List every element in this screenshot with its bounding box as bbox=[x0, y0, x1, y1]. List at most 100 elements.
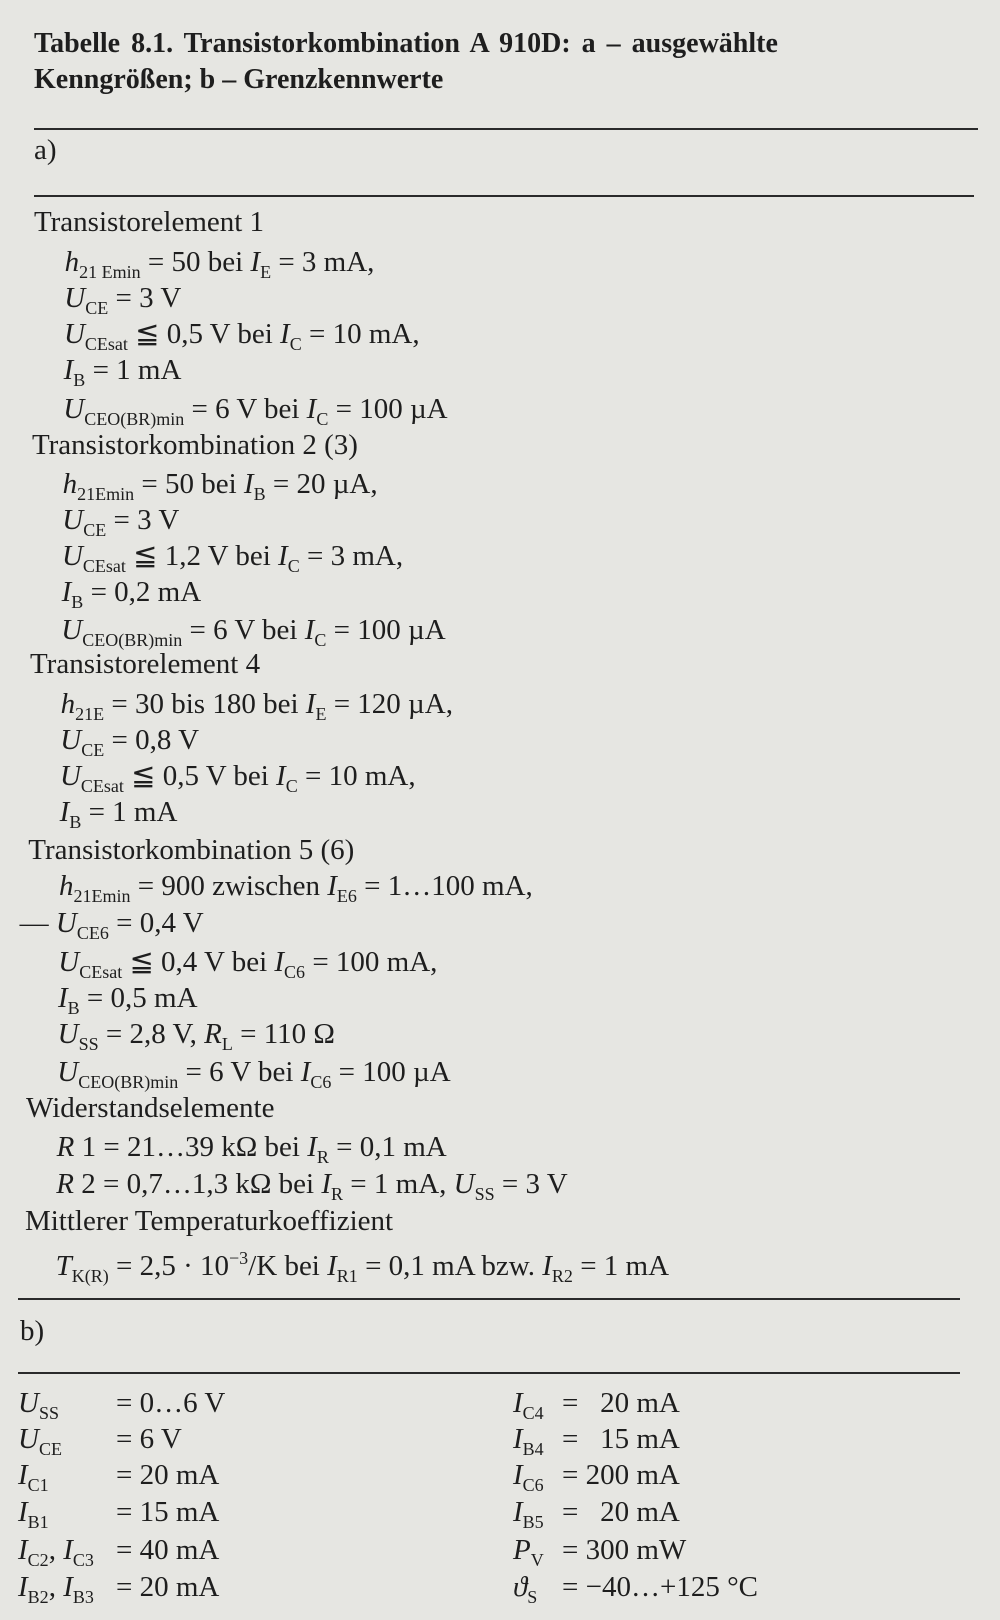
subscript: R bbox=[331, 1183, 344, 1204]
text: ≦ 0,5 V bei bbox=[127, 317, 281, 350]
limit-symbol: IB1 bbox=[18, 1495, 49, 1539]
limit-symbol: IB5 bbox=[513, 1495, 544, 1539]
subscript: CEsat bbox=[79, 961, 123, 982]
parameter-line: IB = 0,5 mA bbox=[58, 981, 198, 1025]
group-heading: Widerstandselemente bbox=[26, 1091, 274, 1125]
limit-symbol: IB4 bbox=[513, 1422, 544, 1466]
text: = 2,5 · 10 bbox=[108, 1250, 230, 1283]
text: ≦ 0,5 V bei bbox=[123, 759, 277, 792]
subscript: 21E bbox=[75, 703, 105, 724]
parameter-line: TK(R) = 2,5 · 10−3/K bei IR1 = 0,1 mA bz… bbox=[56, 1241, 669, 1293]
group-heading: Transistorkombination 2 (3) bbox=[32, 428, 358, 462]
subscript: B bbox=[69, 812, 82, 832]
parameter-line: IB = 1 mA bbox=[60, 795, 178, 839]
subscript: B4 bbox=[522, 1439, 544, 1460]
group-heading: Transistorkombination 5 (6) bbox=[28, 833, 354, 867]
parameter-line: UCE = 0,8 V bbox=[60, 723, 199, 767]
text: = 6 V bei bbox=[178, 1056, 301, 1089]
subscript: B3 bbox=[72, 1586, 94, 1607]
subscript: C1 bbox=[27, 1475, 49, 1496]
text: = 100 µA bbox=[328, 393, 448, 426]
text: 1 = 21…39 kΩ bei bbox=[74, 1130, 308, 1163]
symbol: I bbox=[305, 687, 316, 720]
text: = 3 mA, bbox=[271, 246, 375, 279]
subscript: V bbox=[530, 1549, 544, 1570]
text: , bbox=[48, 1533, 64, 1566]
symbol: I bbox=[280, 317, 290, 350]
limit-symbol: ϑS bbox=[513, 1570, 537, 1614]
text: /K bei bbox=[248, 1250, 328, 1283]
table-caption-line-2: Kenngrößen; b – Grenzkennwerte bbox=[34, 64, 444, 95]
symbol: I bbox=[327, 1250, 337, 1283]
limit-symbol: IB2, IB3 bbox=[18, 1570, 94, 1614]
text: = 6 V bei bbox=[184, 393, 307, 426]
subscript: C4 bbox=[522, 1402, 544, 1423]
symbol: U bbox=[55, 906, 77, 939]
text: Widerstandselemente bbox=[25, 1092, 275, 1125]
subscript: B bbox=[67, 997, 80, 1018]
parameter-line: UCEsat ≦ 0,5 V bei IC = 10 mA, bbox=[60, 759, 416, 803]
parameter-line: UCE = 3 V bbox=[62, 503, 179, 547]
symbol: R bbox=[56, 1167, 75, 1200]
divider bbox=[34, 128, 978, 130]
group-heading: Mittlerer Temperaturkoeffizient bbox=[25, 1204, 393, 1238]
subscript: R1 bbox=[336, 1266, 358, 1287]
limit-value: = 20 mA bbox=[562, 1386, 680, 1419]
subscript: C bbox=[287, 555, 300, 576]
divider bbox=[34, 195, 974, 197]
text: = 0,1 mA bbox=[328, 1130, 447, 1163]
limit-symbol: IC2, IC3 bbox=[18, 1533, 94, 1577]
subscript: R2 bbox=[551, 1266, 573, 1287]
text: = 100 mA, bbox=[305, 945, 438, 978]
limit-value: = 20 mA bbox=[562, 1496, 680, 1529]
subscript: CEO(BR)min bbox=[82, 630, 183, 651]
subscript: C6 bbox=[284, 961, 306, 982]
subscript: CE bbox=[38, 1439, 62, 1460]
parameter-line: UCEO(BR)min = 6 V bei IC = 100 µA bbox=[61, 613, 445, 657]
subscript: 21Emin bbox=[73, 886, 131, 907]
limit-symbol: UCE bbox=[18, 1422, 62, 1466]
subscript: E bbox=[260, 262, 272, 283]
symbol: I bbox=[63, 1570, 73, 1603]
divider bbox=[18, 1372, 960, 1374]
subscript: S bbox=[527, 1586, 538, 1607]
text: ≦ 1,2 V bei bbox=[125, 539, 279, 572]
limit-value: = 0…6 V bbox=[116, 1386, 226, 1419]
subscript: 21Emin bbox=[77, 483, 135, 504]
text: = 100 µA bbox=[326, 614, 446, 647]
superscript: −3 bbox=[229, 1248, 249, 1269]
parameter-line: IB = 1 mA bbox=[64, 353, 182, 397]
parameter-line: UCEsat ≦ 0,5 V bei IC = 10 mA, bbox=[64, 317, 420, 361]
symbol: I bbox=[276, 759, 286, 792]
symbol: I bbox=[63, 1533, 73, 1566]
parameter-line: R 1 = 21…39 kΩ bei IR = 0,1 mA bbox=[57, 1130, 447, 1174]
limit-value: = 6 V bbox=[116, 1423, 182, 1456]
text: Transistorkombination 5 (6) bbox=[28, 834, 355, 867]
text: = 0,5 mA bbox=[79, 981, 198, 1014]
symbol: U bbox=[60, 723, 82, 756]
text: = 110 Ω bbox=[232, 1018, 335, 1051]
subscript: CEsat bbox=[82, 555, 126, 576]
subscript: C2 bbox=[27, 1549, 49, 1570]
parameter-line: UCEsat ≦ 0,4 V bei IC6 = 100 mA, bbox=[58, 945, 437, 989]
symbol: I bbox=[274, 945, 285, 978]
subscript: B bbox=[253, 483, 266, 504]
text: = 3 V bbox=[108, 281, 182, 314]
text: Transistorelement 1 bbox=[33, 206, 265, 239]
text: = 20 µA, bbox=[265, 467, 378, 500]
symbol: I bbox=[513, 1496, 523, 1529]
limit-value: = 15 mA bbox=[562, 1423, 680, 1456]
limit-value: = 20 mA bbox=[116, 1459, 220, 1492]
subscript: SS bbox=[38, 1402, 59, 1423]
subscript: C3 bbox=[72, 1549, 94, 1570]
subscript: CEO(BR)min bbox=[84, 409, 185, 430]
symbol: U bbox=[63, 393, 85, 426]
subscript: E bbox=[315, 703, 327, 724]
symbol: I bbox=[306, 393, 317, 426]
text: 2 = 0,7…1,3 kΩ bei bbox=[74, 1167, 322, 1200]
symbol: h bbox=[64, 246, 80, 279]
text: = 30 bis 180 bei bbox=[104, 687, 306, 720]
limit-symbol: USS bbox=[18, 1386, 59, 1430]
symbol: I bbox=[61, 575, 72, 608]
symbol: U bbox=[18, 1386, 39, 1419]
